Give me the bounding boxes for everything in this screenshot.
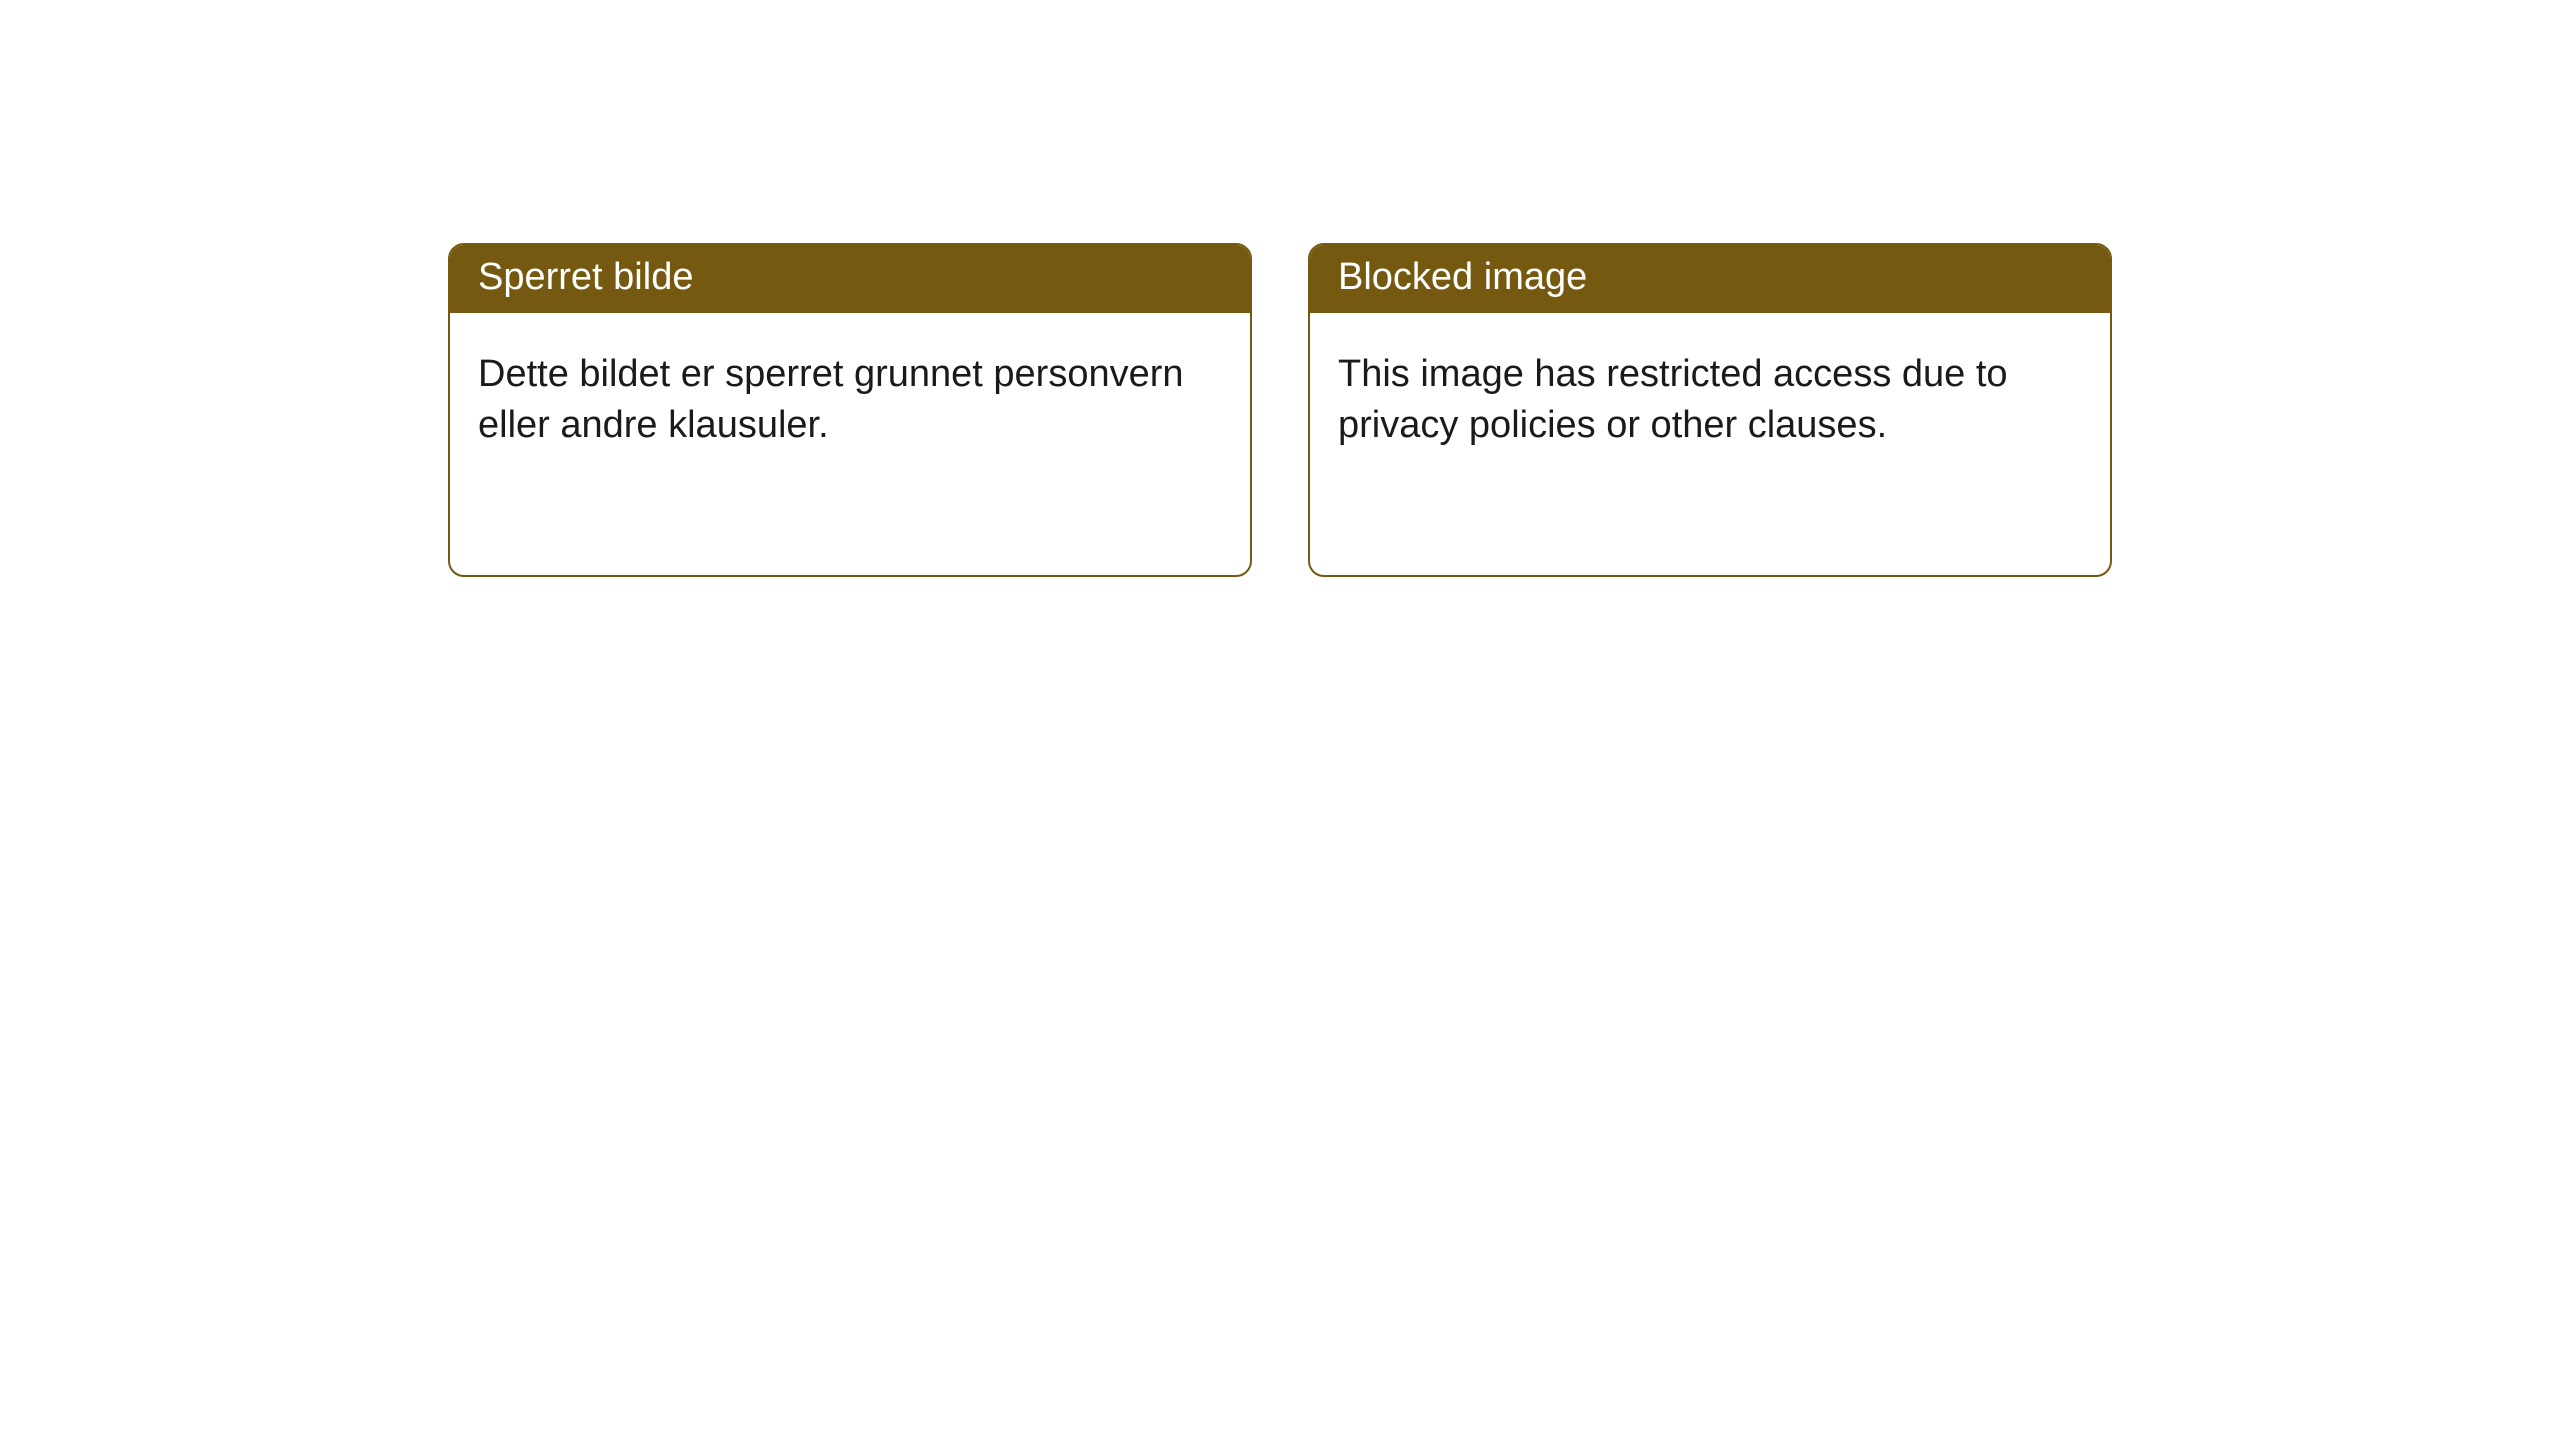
notice-container: Sperret bilde Dette bildet er sperret gr…: [448, 243, 2112, 577]
notice-header-en: Blocked image: [1310, 245, 2110, 313]
notice-body-no: Dette bildet er sperret grunnet personve…: [450, 313, 1250, 488]
notice-box-en: Blocked image This image has restricted …: [1308, 243, 2112, 577]
notice-box-no: Sperret bilde Dette bildet er sperret gr…: [448, 243, 1252, 577]
notice-body-en: This image has restricted access due to …: [1310, 313, 2110, 488]
notice-header-no: Sperret bilde: [450, 245, 1250, 313]
